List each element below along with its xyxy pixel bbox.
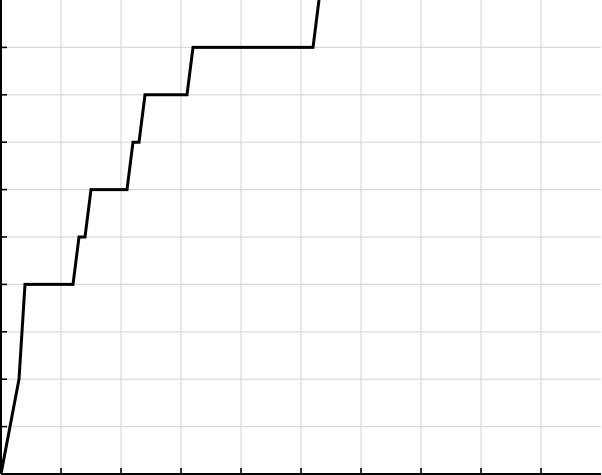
series-line-0	[0, 0, 321, 475]
series-layer	[0, 0, 321, 475]
